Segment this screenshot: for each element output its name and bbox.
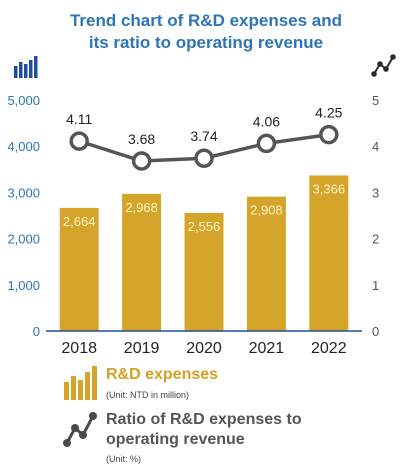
x-axis-tick: 2018	[61, 340, 97, 357]
ratio-point	[131, 151, 152, 171]
left-axis-tick: 1,000	[7, 278, 40, 293]
bar-data-label: 2,556	[188, 219, 221, 234]
x-axis-tick: 2020	[186, 340, 222, 357]
chart-title: Trend chart of R&D expenses and its rati…	[0, 10, 412, 54]
bar-data-label: 2,664	[63, 214, 96, 229]
left-axis-tick: 4,000	[7, 139, 40, 154]
legend-rd-label: R&D expenses	[106, 366, 219, 383]
bar-data-label: 2,908	[250, 203, 283, 218]
ratio-point	[256, 133, 277, 154]
bar-legend-icon	[64, 366, 97, 400]
ratio-data-label: 4.25	[315, 105, 342, 121]
x-axis-tick: 2021	[249, 340, 285, 357]
ratio-data-label: 3.68	[128, 131, 155, 147]
ratio-point	[319, 124, 339, 145]
bar	[59, 207, 99, 331]
ratio-data-label: 4.11	[66, 111, 92, 127]
bar-data-label: 2,968	[125, 200, 158, 215]
line-chart-icon	[371, 54, 396, 77]
ratio-point	[194, 148, 214, 168]
legend-ratio-label-line2: operating revenue	[106, 431, 245, 448]
right-axis-tick: 0	[372, 324, 379, 339]
right-axis-tick: 1	[372, 278, 379, 293]
x-axis-tick: 2019	[124, 340, 160, 357]
left-axis-tick: 5,000	[7, 93, 40, 108]
left-axis-tick: 2,000	[7, 232, 40, 247]
bar-data-label: 3,366	[313, 181, 346, 196]
legend-ratio-unit: (Unit: %)	[106, 454, 142, 464]
legend-ratio-label: Ratio of R&D expenses to operating reven…	[106, 410, 302, 450]
legend-ratio-label-line1: Ratio of R&D expenses to	[106, 411, 302, 428]
bar	[309, 175, 349, 331]
bar	[122, 193, 162, 331]
right-axis-tick: 4	[372, 139, 379, 154]
right-axis-tick: 3	[372, 185, 379, 200]
bar-chart-icon	[14, 56, 38, 78]
chart-title-line1: Trend chart of R&D expenses and	[69, 11, 343, 30]
x-axis-tick: 2022	[311, 340, 347, 357]
chart-title-line2: its ratio to operating revenue	[88, 33, 324, 52]
ratio-point	[69, 131, 89, 151]
right-axis-tick: 2	[372, 232, 379, 247]
right-axis-tick: 5	[372, 93, 379, 108]
line-legend-icon	[63, 412, 97, 447]
left-axis-tick: 0	[33, 324, 40, 339]
ratio-data-label: 3.74	[190, 128, 217, 144]
bar	[246, 196, 286, 331]
legend-rd-unit: (Unit: NTD in million)	[106, 390, 190, 400]
ratio-data-label: 4.06	[253, 113, 280, 129]
left-axis-tick: 3,000	[7, 185, 40, 200]
bar	[184, 212, 224, 331]
